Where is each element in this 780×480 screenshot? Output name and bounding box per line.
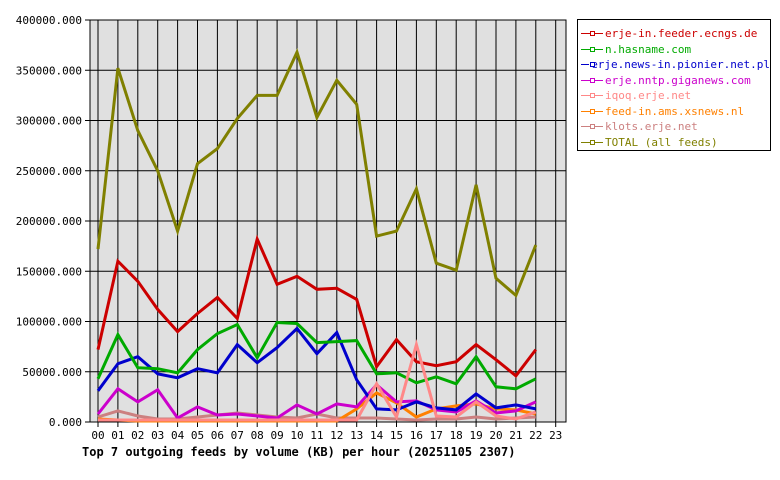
legend-label: iqoq.erje.net bbox=[605, 89, 692, 103]
legend-item: n.hasname.com bbox=[578, 42, 770, 58]
series-line bbox=[96, 234, 537, 378]
x-tick-label: 13 bbox=[350, 429, 363, 442]
legend-label: n.hasname.com bbox=[605, 42, 692, 56]
x-tick-label: 12 bbox=[330, 429, 343, 442]
legend-item: erje.nntp.giganews.com bbox=[578, 73, 770, 89]
x-tick-label: 08 bbox=[251, 429, 264, 442]
x-tick-label: 18 bbox=[450, 429, 463, 442]
legend-item: iqoq.erje.net bbox=[578, 88, 770, 104]
x-tick-label: 15 bbox=[390, 429, 403, 442]
series-line bbox=[96, 47, 538, 298]
series-line bbox=[98, 338, 537, 422]
series-line bbox=[96, 320, 537, 391]
legend-swatch-icon bbox=[581, 107, 603, 116]
legend-label: erje-in.feeder.ecngs.de bbox=[605, 27, 758, 41]
legend-label: TOTAL (all feeds) bbox=[605, 135, 718, 149]
legend-item: erje.news-in.pionier.net.pl bbox=[578, 57, 770, 73]
y-tick-label: 150000.000 bbox=[16, 265, 82, 278]
legend-label: feed-in.ams.xsnews.nl bbox=[605, 104, 745, 118]
legend-swatch-icon bbox=[581, 45, 603, 54]
legend-swatch-icon bbox=[581, 29, 603, 38]
x-tick-label: 20 bbox=[489, 429, 502, 442]
x-tick-label: 04 bbox=[171, 429, 185, 442]
chart-caption: Top 7 outgoing feeds by volume (KB) per … bbox=[82, 445, 516, 459]
x-tick-label: 14 bbox=[370, 429, 384, 442]
x-tick-label: 07 bbox=[231, 429, 244, 442]
series-line bbox=[96, 326, 537, 412]
x-tick-label: 11 bbox=[310, 429, 323, 442]
legend-item: TOTAL (all feeds) bbox=[578, 135, 770, 151]
y-tick-label: 100000.000 bbox=[16, 316, 82, 329]
y-tick-label: 250000.000 bbox=[16, 165, 82, 178]
x-tick-label: 16 bbox=[410, 429, 423, 442]
x-tick-label: 23 bbox=[549, 429, 562, 442]
legend-item: erje-in.feeder.ecngs.de bbox=[578, 26, 770, 42]
legend: erje-in.feeder.ecngs.de n.hasname.com erje… bbox=[577, 19, 771, 151]
x-tick-label: 06 bbox=[211, 429, 224, 442]
x-tick-label: 02 bbox=[131, 429, 144, 442]
y-tick-label: 300000.000 bbox=[16, 115, 82, 128]
x-tick-label: 05 bbox=[191, 429, 204, 442]
x-tick-label: 21 bbox=[509, 429, 522, 442]
legend-swatch-icon bbox=[581, 138, 603, 147]
x-tick-label: 00 bbox=[91, 429, 104, 442]
y-axis: 0.000 50000.000 100000.000 150000.000 200000… bbox=[16, 14, 82, 429]
x-tick-label: 03 bbox=[151, 429, 164, 442]
legend-label: klots.erje.net bbox=[605, 120, 698, 134]
x-axis: 00 01 02 03 04 05 06 07 08 09 10 11 12 13 14 15 16 17 18 19… bbox=[91, 429, 562, 442]
series-lines bbox=[96, 47, 538, 423]
legend-label: erje.nntp.giganews.com bbox=[605, 73, 751, 87]
legend-swatch-icon bbox=[581, 91, 603, 100]
x-tick-label: 09 bbox=[270, 429, 283, 442]
legend-item: feed-in.ams.xsnews.nl bbox=[578, 104, 770, 120]
x-tick-label: 01 bbox=[111, 429, 124, 442]
legend-item: klots.erje.net bbox=[578, 119, 770, 135]
x-tick-label: 22 bbox=[529, 429, 542, 442]
x-tick-label: 19 bbox=[469, 429, 482, 442]
legend-swatch-icon bbox=[581, 122, 603, 131]
y-tick-label: 0.000 bbox=[49, 416, 82, 429]
y-tick-label: 400000.000 bbox=[16, 14, 82, 27]
legend-swatch-icon bbox=[581, 60, 596, 69]
x-tick-label: 10 bbox=[290, 429, 303, 442]
y-tick-label: 350000.000 bbox=[16, 64, 82, 77]
y-tick-label: 200000.000 bbox=[16, 215, 82, 228]
y-tick-label: 50000.000 bbox=[22, 366, 82, 379]
x-tick-label: 17 bbox=[430, 429, 443, 442]
series-line bbox=[96, 382, 537, 420]
legend-swatch-icon bbox=[581, 76, 603, 85]
legend-label: erje.news-in.pionier.net.pl bbox=[591, 58, 770, 72]
